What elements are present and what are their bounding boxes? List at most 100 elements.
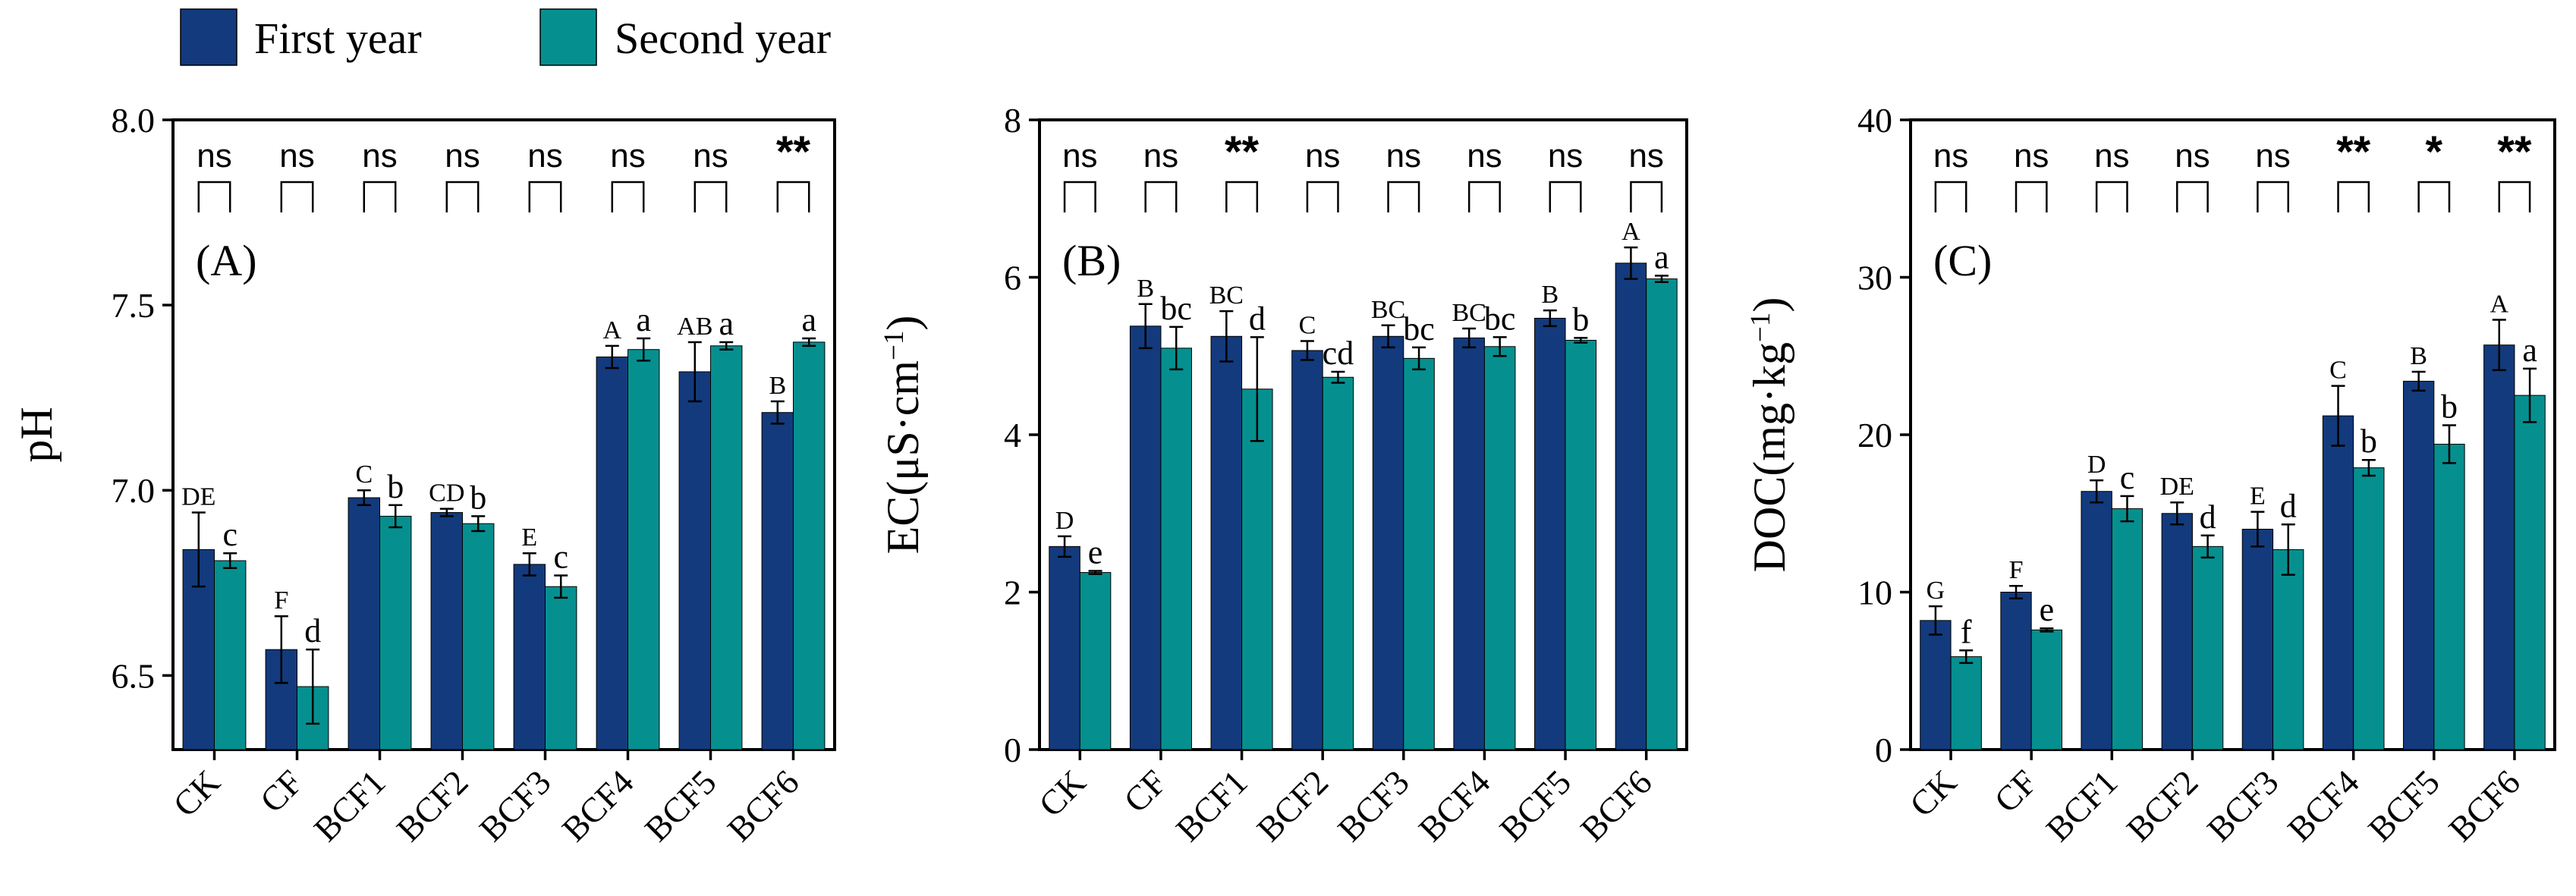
x-tick-label: BCF3 bbox=[2200, 762, 2286, 849]
legend-swatch-second-year bbox=[539, 8, 597, 66]
comparison-bracket bbox=[1387, 181, 1420, 212]
comparison-bracket bbox=[694, 181, 728, 212]
comparison-bracket bbox=[1549, 181, 1582, 212]
bar bbox=[1210, 335, 1243, 750]
significance-letter: BC bbox=[1452, 299, 1486, 327]
significance-letter: BC bbox=[1209, 281, 1244, 310]
year-significance-marker: ns bbox=[1467, 137, 1502, 174]
x-tick-label: CF bbox=[253, 762, 310, 820]
x-tick-label: BCF1 bbox=[307, 762, 393, 849]
bar bbox=[2191, 545, 2224, 750]
bar bbox=[2111, 508, 2144, 750]
year-significance-marker: ** bbox=[2336, 127, 2371, 177]
plot-frame-a bbox=[171, 118, 836, 751]
significance-letter: a bbox=[2522, 332, 2537, 369]
legend-label-first-year: First year bbox=[254, 14, 422, 63]
comparison-bracket bbox=[1306, 181, 1339, 212]
comparison-bracket bbox=[280, 181, 314, 212]
year-significance-marker: * bbox=[2426, 127, 2443, 177]
year-significance-marker: ns bbox=[2094, 137, 2129, 174]
y-axis-label: EC(μS·cm−1) bbox=[878, 316, 928, 555]
bar bbox=[1129, 325, 1162, 750]
year-significance-marker: ns bbox=[1628, 137, 1663, 174]
significance-letter: CD bbox=[429, 479, 464, 508]
bar bbox=[2000, 592, 2032, 750]
significance-letter: d bbox=[2280, 487, 2297, 524]
x-tick-label: CF bbox=[1986, 762, 2044, 820]
significance-letter: a bbox=[801, 301, 816, 338]
year-significance-marker: ns bbox=[362, 137, 397, 174]
significance-letter: c bbox=[553, 539, 568, 576]
bar bbox=[1483, 346, 1516, 750]
significance-letter: d bbox=[1249, 300, 1266, 337]
bar bbox=[710, 345, 743, 750]
y-tick-label: 7.0 bbox=[112, 471, 156, 510]
significance-letter: bc bbox=[1403, 310, 1435, 347]
year-significance-marker: ns bbox=[1062, 137, 1097, 174]
x-tick-label: BCF3 bbox=[472, 762, 558, 849]
significance-letter: G bbox=[1926, 577, 1945, 605]
bar bbox=[761, 412, 794, 750]
significance-letter: b bbox=[387, 468, 404, 505]
bar bbox=[513, 564, 546, 750]
comparison-bracket bbox=[1225, 181, 1259, 212]
bar bbox=[1615, 263, 1647, 750]
y-axis-label: DOC(mg·kg−1) bbox=[1744, 297, 1794, 573]
legend-swatch-first-year bbox=[180, 8, 237, 66]
significance-letter: a bbox=[1654, 238, 1669, 275]
y-tick-label: 40 bbox=[1857, 101, 1892, 140]
bar bbox=[1160, 347, 1192, 750]
significance-letter: AB bbox=[677, 313, 712, 341]
bar bbox=[2241, 529, 2274, 750]
x-tick-label: CK bbox=[1031, 762, 1093, 824]
year-significance-marker: ns bbox=[2255, 137, 2290, 174]
chart-panel-c: 0 10 20 30 40 DOC(mg·kg−1) (C) CK Gf ns CF Fe ns BCF1… bbox=[1744, 101, 2556, 849]
significance-letter: D bbox=[2087, 451, 2106, 479]
comparison-bracket bbox=[1630, 181, 1663, 212]
significance-letter: DE bbox=[181, 483, 215, 511]
comparison-bracket bbox=[1063, 181, 1096, 212]
significance-letter: b bbox=[470, 479, 486, 516]
y-tick-label: 6 bbox=[1004, 259, 1021, 297]
bar bbox=[1403, 357, 1435, 750]
significance-letter: e bbox=[1088, 533, 1103, 571]
comparison-bracket bbox=[363, 181, 397, 212]
bar bbox=[1241, 388, 1273, 750]
bar bbox=[462, 523, 495, 750]
year-significance-marker: ns bbox=[527, 137, 562, 174]
significance-letter: D bbox=[1055, 507, 1074, 535]
significance-letter: bc bbox=[1484, 300, 1516, 337]
bar bbox=[430, 512, 464, 750]
significance-letter: c bbox=[2120, 459, 2135, 496]
y-tick-label: 8 bbox=[1004, 101, 1021, 140]
significance-letter: F bbox=[274, 586, 288, 615]
year-significance-marker: ns bbox=[2014, 137, 2049, 174]
significance-letter: B bbox=[769, 372, 786, 400]
year-significance-marker: ** bbox=[2497, 127, 2532, 177]
significance-letter: b bbox=[2441, 388, 2458, 426]
significance-letter: B bbox=[1137, 275, 1154, 303]
bar bbox=[214, 560, 247, 750]
significance-letter: BC bbox=[1371, 296, 1405, 324]
bar bbox=[627, 349, 660, 750]
significance-letter: b bbox=[2361, 423, 2377, 460]
significance-letter: E bbox=[521, 523, 537, 552]
y-tick-label: 30 bbox=[1857, 259, 1892, 297]
bar bbox=[2030, 629, 2063, 750]
year-significance-marker: ns bbox=[1386, 137, 1421, 174]
comparison-bracket bbox=[528, 181, 562, 212]
y-tick-label: 20 bbox=[1857, 416, 1892, 454]
bar bbox=[1534, 317, 1566, 750]
bar bbox=[1322, 376, 1354, 750]
significance-letter: e bbox=[2040, 591, 2055, 628]
significance-letter: A bbox=[603, 316, 622, 344]
significance-letter: A bbox=[1621, 218, 1640, 246]
significance-letter: DE bbox=[2160, 473, 2194, 501]
panel-label: (A) bbox=[196, 236, 257, 285]
significance-letter: C bbox=[1299, 312, 1316, 340]
x-tick-label: CF bbox=[1116, 762, 1174, 820]
x-tick-label: BCF2 bbox=[2119, 762, 2206, 849]
x-tick-label: CK bbox=[165, 762, 227, 824]
comparison-bracket bbox=[2257, 181, 2289, 212]
